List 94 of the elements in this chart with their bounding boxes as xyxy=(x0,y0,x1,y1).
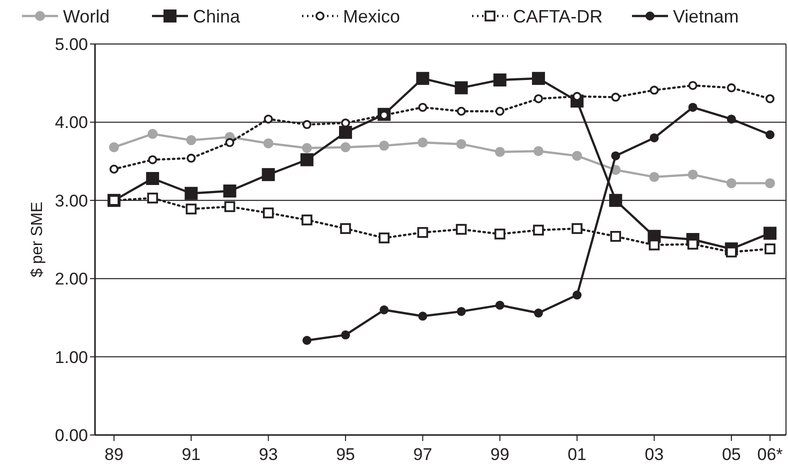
x-tick-label: 97 xyxy=(413,445,432,464)
point xyxy=(764,226,776,240)
point xyxy=(611,92,620,102)
point xyxy=(688,80,698,90)
x-tick-label: 95 xyxy=(336,445,355,464)
point xyxy=(611,151,620,160)
point xyxy=(454,81,468,94)
point xyxy=(341,330,350,340)
point xyxy=(184,186,198,200)
point xyxy=(533,146,544,156)
point xyxy=(340,142,351,152)
point xyxy=(726,246,737,258)
point xyxy=(379,140,390,151)
point xyxy=(609,194,622,207)
point xyxy=(186,135,196,146)
point xyxy=(186,154,196,163)
point xyxy=(147,192,158,204)
y-tick-label: 3.00 xyxy=(54,191,88,210)
legend-label: World xyxy=(63,6,110,26)
legend-label: Mexico xyxy=(343,6,400,26)
point xyxy=(224,201,236,212)
point xyxy=(649,172,660,182)
point xyxy=(380,305,389,314)
point xyxy=(534,308,543,318)
x-tick-label: 06* xyxy=(757,445,784,464)
point xyxy=(532,72,545,85)
point xyxy=(418,312,428,321)
point xyxy=(610,230,622,242)
y-tick-label: 1.00 xyxy=(54,348,88,367)
point xyxy=(262,208,274,218)
x-tick-label: 91 xyxy=(182,445,201,464)
point xyxy=(726,114,736,124)
x-tick-label: 93 xyxy=(258,445,278,464)
x-tick-label: 99 xyxy=(490,445,510,464)
point xyxy=(650,133,659,142)
point xyxy=(186,204,197,214)
point xyxy=(494,228,506,240)
point xyxy=(263,138,274,148)
point xyxy=(456,139,466,150)
point xyxy=(223,184,236,198)
point xyxy=(456,106,466,116)
point xyxy=(302,336,312,345)
point xyxy=(148,155,158,164)
y-tick-label: 2.00 xyxy=(54,270,88,289)
y-tick-label: 5.00 xyxy=(54,34,88,54)
point xyxy=(572,290,582,300)
point xyxy=(339,126,352,139)
point xyxy=(534,94,543,104)
point xyxy=(726,83,736,92)
point xyxy=(302,143,312,154)
point xyxy=(493,73,506,86)
point xyxy=(262,168,275,182)
point xyxy=(109,142,119,152)
x-tick-label: 89 xyxy=(104,445,124,464)
point xyxy=(146,172,160,186)
point xyxy=(417,227,428,238)
point xyxy=(765,178,775,188)
point xyxy=(300,153,314,166)
point xyxy=(110,164,118,174)
point xyxy=(225,138,234,148)
point xyxy=(378,232,390,244)
point xyxy=(766,94,774,104)
point xyxy=(264,114,273,124)
x-tick-label: 03 xyxy=(644,445,664,464)
point xyxy=(456,306,466,316)
point xyxy=(148,128,158,139)
point xyxy=(533,224,544,236)
point xyxy=(416,72,430,85)
point xyxy=(572,150,582,161)
point xyxy=(495,106,504,116)
point xyxy=(302,120,312,130)
point xyxy=(764,243,776,254)
y-tick-label: 0.00 xyxy=(54,426,88,445)
legend-label: Vietnam xyxy=(673,6,739,26)
point xyxy=(495,300,504,310)
point xyxy=(648,240,660,250)
point xyxy=(456,224,467,235)
point xyxy=(688,102,698,112)
x-tick-label: 01 xyxy=(568,445,587,464)
point xyxy=(340,223,351,234)
legend-label: CAFTA-DR xyxy=(513,6,603,26)
point xyxy=(688,170,698,180)
point xyxy=(726,178,736,188)
point xyxy=(418,102,428,112)
point xyxy=(572,223,582,234)
legend-label: China xyxy=(193,6,242,26)
point xyxy=(418,138,428,148)
point xyxy=(302,214,312,226)
point xyxy=(650,86,659,95)
x-tick-label: 05 xyxy=(722,445,741,464)
y-axis-title: $ per SME xyxy=(29,202,46,278)
point xyxy=(494,146,505,157)
point xyxy=(766,130,774,140)
y-tick-label: 4.00 xyxy=(54,113,88,132)
